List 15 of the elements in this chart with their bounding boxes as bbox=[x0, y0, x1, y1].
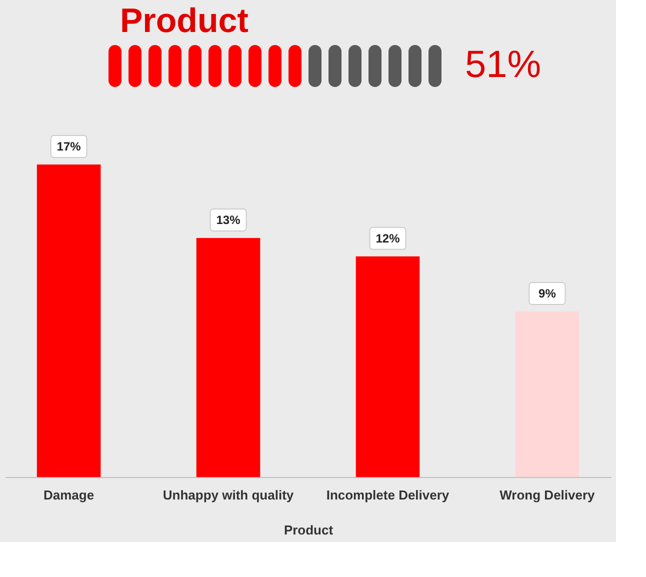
x-tick-label: Damage bbox=[44, 488, 94, 502]
x-axis-title: Product bbox=[284, 522, 334, 538]
x-tick-label: Unhappy with quality bbox=[162, 488, 294, 502]
bar bbox=[196, 238, 260, 477]
bar bbox=[515, 312, 580, 477]
x-tick-label: Wrong Delivery bbox=[500, 488, 596, 502]
x-tick-label: Incomplete Delivery bbox=[326, 488, 450, 502]
bar bbox=[356, 256, 420, 477]
text: 51% bbox=[465, 44, 542, 86]
chart-title: Product bbox=[120, 2, 248, 40]
data-label: 17% bbox=[56, 140, 82, 154]
data-label: 9% bbox=[538, 286, 556, 301]
data-label: 12% bbox=[376, 231, 400, 246]
data-label: 13% bbox=[216, 213, 241, 228]
bar bbox=[36, 164, 101, 477]
